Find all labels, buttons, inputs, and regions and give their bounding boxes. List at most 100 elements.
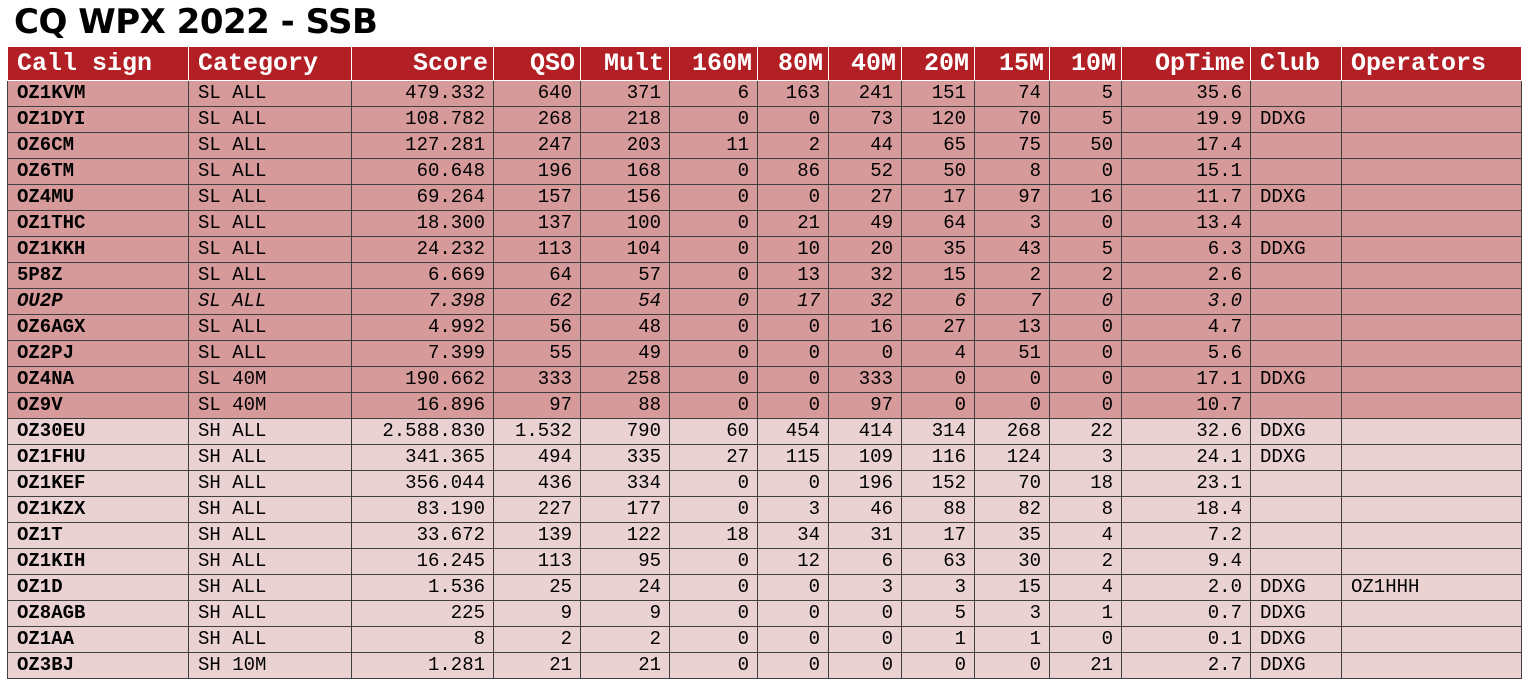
cell-club bbox=[1250, 210, 1342, 237]
cell-160m: 0 bbox=[669, 496, 758, 523]
cell-score: 24.232 bbox=[351, 236, 494, 263]
cell-score: 356.044 bbox=[351, 470, 494, 497]
cell-call-sign: OZ4NA bbox=[7, 366, 189, 393]
cell-category: SL 40M bbox=[188, 392, 352, 419]
cell-qso: 640 bbox=[493, 80, 581, 107]
cell-15m: 3 bbox=[974, 600, 1050, 627]
cell-qso: 227 bbox=[493, 496, 581, 523]
cell-10m: 1 bbox=[1049, 600, 1122, 627]
cell-15m: 3 bbox=[974, 210, 1050, 237]
table-row: OU2P SL ALL 7.398 62 54 0 17 32 6 7 0 3.0 bbox=[7, 288, 1522, 315]
cell-mult: 335 bbox=[580, 444, 670, 471]
cell-qso: 21 bbox=[493, 652, 581, 679]
cell-40m: 31 bbox=[828, 522, 902, 549]
cell-call-sign: OZ6AGX bbox=[7, 314, 189, 341]
cell-operators bbox=[1341, 210, 1522, 237]
column-header-category: Category bbox=[188, 46, 352, 81]
cell-40m: 52 bbox=[828, 158, 902, 185]
column-header-mult: Mult bbox=[580, 46, 670, 81]
cell-qso: 333 bbox=[493, 366, 581, 393]
cell-category: SH ALL bbox=[188, 600, 352, 627]
cell-optime: 5.6 bbox=[1121, 340, 1251, 367]
cell-10m: 2 bbox=[1049, 262, 1122, 289]
cell-call-sign: OZ1AA bbox=[7, 626, 189, 653]
cell-20m: 5 bbox=[901, 600, 975, 627]
cell-operators bbox=[1341, 470, 1522, 497]
cell-optime: 17.1 bbox=[1121, 366, 1251, 393]
table-row: OZ1FHU SH ALL 341.365 494 335 27 115 109 116 124 3… bbox=[7, 444, 1522, 471]
cell-160m: 0 bbox=[669, 392, 758, 419]
cell-20m: 27 bbox=[901, 314, 975, 341]
cell-160m: 0 bbox=[669, 652, 758, 679]
cell-qso: 62 bbox=[493, 288, 581, 315]
cell-category: SH ALL bbox=[188, 548, 352, 575]
cell-club: DDXG bbox=[1250, 600, 1342, 627]
column-header-qso: QSO bbox=[493, 46, 581, 81]
cell-mult: 156 bbox=[580, 184, 670, 211]
cell-20m: 0 bbox=[901, 366, 975, 393]
header-row: Call sign Category Score QSO Mult 160M 80M 40M 2… bbox=[7, 46, 1522, 81]
cell-15m: 97 bbox=[974, 184, 1050, 211]
table-row: OZ30EU SH ALL 2.588.830 1.532 790 60 454 414 314… bbox=[7, 418, 1522, 445]
cell-score: 60.648 bbox=[351, 158, 494, 185]
cell-160m: 60 bbox=[669, 418, 758, 445]
cell-club: DDXG bbox=[1250, 444, 1342, 471]
cell-mult: 177 bbox=[580, 496, 670, 523]
cell-club: DDXG bbox=[1250, 184, 1342, 211]
cell-20m: 65 bbox=[901, 132, 975, 159]
column-header-10m: 10M bbox=[1049, 46, 1122, 81]
cell-20m: 151 bbox=[901, 80, 975, 107]
cell-10m: 0 bbox=[1049, 392, 1122, 419]
cell-10m: 5 bbox=[1049, 106, 1122, 133]
cell-score: 7.398 bbox=[351, 288, 494, 315]
cell-20m: 1 bbox=[901, 626, 975, 653]
cell-15m: 43 bbox=[974, 236, 1050, 263]
cell-optime: 19.9 bbox=[1121, 106, 1251, 133]
cell-15m: 15 bbox=[974, 574, 1050, 601]
cell-10m: 18 bbox=[1049, 470, 1122, 497]
cell-15m: 268 bbox=[974, 418, 1050, 445]
cell-call-sign: OZ1KZX bbox=[7, 496, 189, 523]
table-body: OZ1KVM SL ALL 479.332 640 371 6 163 241 151 74 5 35… bbox=[7, 80, 1522, 679]
cell-15m: 82 bbox=[974, 496, 1050, 523]
column-header-20m: 20M bbox=[901, 46, 975, 81]
cell-optime: 23.1 bbox=[1121, 470, 1251, 497]
cell-club bbox=[1250, 392, 1342, 419]
cell-15m: 2 bbox=[974, 262, 1050, 289]
cell-mult: 168 bbox=[580, 158, 670, 185]
cell-10m: 3 bbox=[1049, 444, 1122, 471]
cell-15m: 75 bbox=[974, 132, 1050, 159]
cell-15m: 0 bbox=[974, 392, 1050, 419]
cell-score: 4.992 bbox=[351, 314, 494, 341]
cell-10m: 0 bbox=[1049, 314, 1122, 341]
cell-category: SL ALL bbox=[188, 236, 352, 263]
cell-qso: 139 bbox=[493, 522, 581, 549]
cell-15m: 13 bbox=[974, 314, 1050, 341]
cell-call-sign: OZ1KVM bbox=[7, 80, 189, 107]
cell-15m: 70 bbox=[974, 106, 1050, 133]
cell-category: SH ALL bbox=[188, 418, 352, 445]
cell-optime: 24.1 bbox=[1121, 444, 1251, 471]
column-header-15m: 15M bbox=[974, 46, 1050, 81]
cell-call-sign: OZ6TM bbox=[7, 158, 189, 185]
cell-optime: 32.6 bbox=[1121, 418, 1251, 445]
cell-10m: 0 bbox=[1049, 366, 1122, 393]
cell-10m: 4 bbox=[1049, 522, 1122, 549]
cell-score: 479.332 bbox=[351, 80, 494, 107]
column-header-operators: Operators bbox=[1341, 46, 1522, 81]
cell-20m: 120 bbox=[901, 106, 975, 133]
cell-optime: 0.1 bbox=[1121, 626, 1251, 653]
cell-20m: 0 bbox=[901, 392, 975, 419]
cell-15m: 0 bbox=[974, 652, 1050, 679]
cell-qso: 137 bbox=[493, 210, 581, 237]
cell-call-sign: OZ1D bbox=[7, 574, 189, 601]
cell-qso: 268 bbox=[493, 106, 581, 133]
cell-operators bbox=[1341, 132, 1522, 159]
cell-80m: 21 bbox=[757, 210, 829, 237]
cell-call-sign: OZ1THC bbox=[7, 210, 189, 237]
cell-optime: 2.6 bbox=[1121, 262, 1251, 289]
cell-operators bbox=[1341, 626, 1522, 653]
column-header-optime: OpTime bbox=[1121, 46, 1251, 81]
cell-call-sign: OZ3BJ bbox=[7, 652, 189, 679]
cell-category: SH ALL bbox=[188, 522, 352, 549]
